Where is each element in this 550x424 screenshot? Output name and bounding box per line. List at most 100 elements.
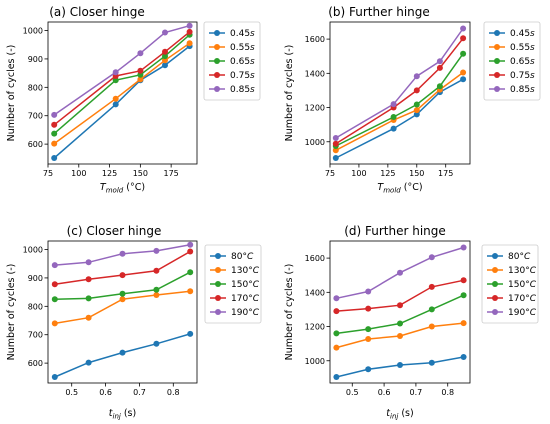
data-point [460, 277, 467, 284]
panel-d: (d) Further hinge 0.5 0.6 0.7 0.8 1000 1200 14… [284, 224, 539, 421]
legend-label: 0.85s [230, 85, 255, 95]
plot-frame [329, 240, 471, 384]
legend-marker [492, 281, 498, 287]
x-tick-label: 175 [438, 169, 453, 178]
data-point [162, 48, 168, 55]
legend-label: 80°C [231, 252, 254, 262]
data-point [119, 296, 126, 303]
x-tick-label: 175 [163, 169, 178, 178]
data-point [428, 283, 435, 290]
legend-label: 0.85s [510, 85, 535, 95]
y-tick-label: 700 [28, 112, 43, 121]
plot-frame [47, 240, 198, 384]
x-axis-label: Tmold (°C) [100, 182, 145, 195]
series-line [335, 78, 464, 159]
y-tick-label: 900 [28, 274, 43, 283]
data-point [460, 320, 467, 327]
x-tick-label: 75 [43, 169, 53, 178]
data-point [397, 333, 403, 339]
x-tick-label: 0.6 [99, 388, 112, 397]
y-tick-label: 1000 [23, 27, 43, 36]
legend-marker [214, 58, 220, 64]
legend-label: 0.65s [510, 57, 535, 67]
data-point [460, 25, 467, 32]
data-point [390, 101, 397, 108]
data-point [332, 155, 339, 161]
x-tick-label: 125 [102, 169, 117, 178]
x-tick-label: 0.5 [346, 388, 359, 397]
data-point [51, 262, 58, 269]
data-point [85, 295, 92, 302]
legend-label: 0.45s [510, 29, 535, 39]
data-point [187, 330, 194, 337]
y-tick-label: 600 [28, 140, 43, 149]
data-point [51, 281, 58, 288]
series-line [53, 45, 191, 159]
legend-label: 0.75s [510, 71, 535, 81]
legend-label: 150°C [508, 280, 537, 290]
panel-a: (a) Closer hinge 75 100 125 150 175 600 700 800… [6, 5, 261, 195]
legend-label: 170°C [508, 294, 537, 304]
data-point [162, 57, 168, 64]
legend-marker [494, 86, 500, 92]
x-tick-label: 125 [380, 169, 395, 178]
data-point [187, 269, 194, 276]
chart-title: (a) Closer hinge [49, 5, 145, 19]
legend-label: 170°C [231, 294, 260, 304]
series-line [53, 34, 191, 135]
data-point [333, 295, 340, 302]
data-point [186, 40, 193, 47]
panel-c: (c) Closer hinge 0.5 0.6 0.7 0.8 600 700 800 90… [6, 224, 262, 421]
data-point [365, 366, 372, 373]
data-point [413, 101, 420, 108]
data-point [119, 349, 126, 356]
y-tick-label: 1000 [305, 357, 325, 366]
legend-label: 0.55s [230, 43, 255, 53]
data-point [112, 77, 119, 84]
data-point [51, 296, 58, 303]
data-point [187, 241, 194, 248]
panel-b: (b) Further hinge 75 100 125 150 175 1000 1200… [284, 5, 541, 195]
legend-marker [215, 295, 221, 301]
legend-box [203, 21, 261, 101]
data-point [365, 305, 372, 312]
y-tick-label: 1000 [305, 138, 325, 147]
data-point [51, 140, 58, 147]
y-tick-label: 1400 [305, 69, 325, 78]
data-point [460, 76, 467, 83]
series-line [335, 71, 464, 151]
y-axis-label: Number of cycles (-) [6, 264, 17, 361]
chart-title: (b) Further hinge [328, 5, 430, 19]
x-tick-label: 100 [351, 169, 366, 178]
data-point [460, 50, 467, 57]
x-tick-label: 0.6 [378, 388, 391, 397]
legend-marker [494, 72, 500, 78]
data-point [85, 359, 92, 366]
legend-label: 80°C [508, 252, 531, 262]
data-point [397, 320, 403, 327]
x-axis-label: tinj (s) [386, 408, 413, 421]
y-tick-label: 1600 [305, 35, 325, 44]
data-point [119, 250, 126, 257]
y-tick-label: 900 [28, 55, 43, 64]
data-point [153, 292, 160, 298]
legend-label: 130°C [231, 266, 260, 276]
series-line [335, 37, 464, 145]
x-tick-label: 0.8 [167, 388, 180, 397]
legend-label: 190°C [508, 308, 537, 318]
data-point [137, 76, 144, 83]
data-point [187, 288, 194, 295]
data-point [397, 269, 403, 276]
x-tick-label: 100 [71, 169, 86, 178]
y-axis-label: Number of cycles (-) [284, 264, 295, 361]
data-point [428, 323, 435, 330]
legend-label: 0.75s [230, 71, 255, 81]
data-point [186, 22, 193, 29]
y-tick-label: 1000 [23, 246, 43, 255]
plot-frame [329, 21, 471, 165]
data-point [460, 292, 467, 299]
data-point [390, 125, 397, 132]
data-point [85, 314, 92, 321]
legend-marker [492, 309, 498, 315]
legend-marker [214, 72, 220, 78]
